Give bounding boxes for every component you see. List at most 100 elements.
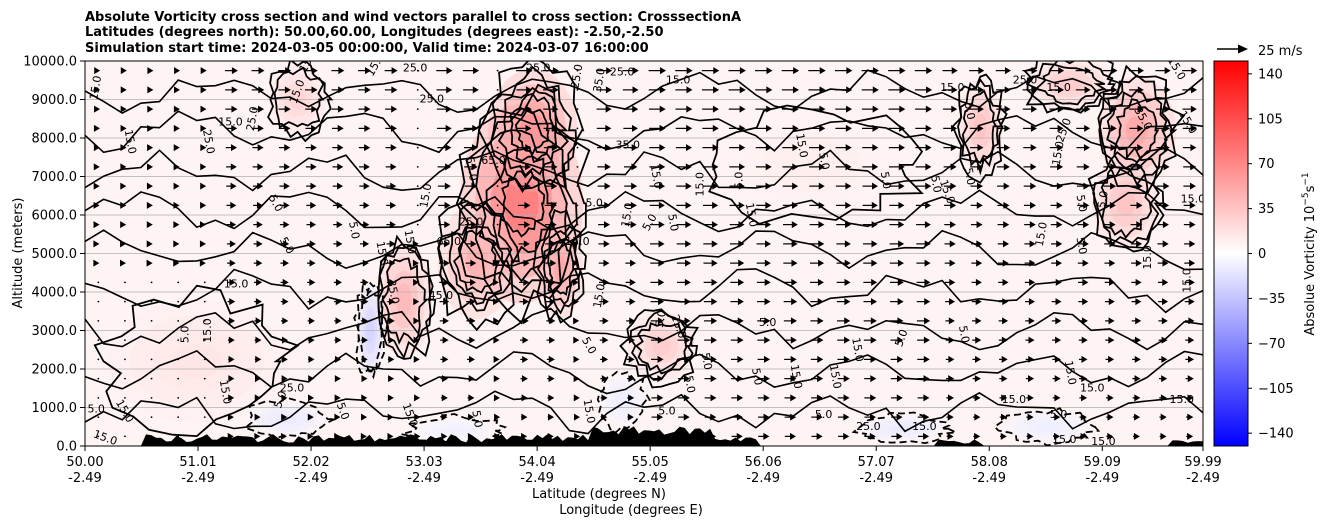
wind-vector [757,355,771,363]
wind-vector [1052,336,1062,344]
wind-vector [678,413,690,421]
wind-vector [728,86,746,94]
wind-vector-dot [496,204,499,207]
wind-vector [864,355,877,363]
wind-vector [1132,413,1141,421]
wind-vector [676,221,692,229]
wind-vector [147,144,154,152]
wind-vector-head [390,201,397,209]
wind-vector-head [843,413,850,421]
wind-vector [439,317,449,325]
wind-vector-head [1134,413,1141,421]
wind-vector-head [525,124,532,132]
wind-vector-head [950,163,957,171]
wind-vector [227,259,236,267]
wind-vector-head [1030,182,1037,190]
wind-vector-head [389,278,396,286]
wind-vector-head [948,336,955,344]
wind-vector-head [413,298,420,306]
contour-line [1098,74,1178,186]
wind-vector [784,375,797,383]
wind-vector [782,201,798,209]
wind-vector [703,317,718,325]
wind-vector-head [413,278,420,286]
wind-vector-head [684,355,691,363]
wind-vector [441,413,448,421]
wind-vector-head [1162,221,1169,229]
wind-vector-head [949,221,956,229]
wind-vector [1183,163,1197,171]
wind-vector [1159,432,1167,440]
wind-vector-head [446,67,453,75]
wind-vector-head [925,105,932,113]
wind-vector [546,336,556,344]
wind-vector [972,355,982,363]
wind-vector [995,67,1011,75]
wind-vector [1025,317,1035,325]
wind-vector [228,355,235,363]
wind-vector-head [414,394,421,402]
wind-vector-head [1107,432,1114,440]
wind-vector [1132,394,1141,402]
wind-vector-head [525,105,532,113]
x-tick-label-lon: -2.49 [859,471,893,486]
contour-label: 5.0 [928,174,944,193]
wind-vector [200,105,207,113]
contour-line [951,73,1008,184]
wind-vector-head [819,144,826,152]
wind-vector-head [950,201,957,209]
wind-vector [334,413,341,421]
wind-vector-dot [177,300,180,303]
wind-vector [413,298,420,306]
wind-vector [493,355,500,363]
wind-vector [730,278,745,286]
wind-vector-head [310,144,317,152]
wind-vector-head [923,394,930,402]
wind-vector [861,67,879,75]
contour-label: 5.0 [87,402,105,415]
wind-vector [1185,355,1194,363]
wind-vector [120,124,127,132]
wind-vector [999,413,1007,421]
wind-vector [334,375,341,383]
contour-line [267,61,334,143]
wind-vector-head [896,432,903,440]
wind-vector-head [174,67,181,75]
contour-label: 5.0 [1074,236,1090,255]
wind-vector-head [683,394,690,402]
wind-vector-head [391,67,398,75]
contour-label: 65.0 [436,235,461,248]
wind-vector [596,124,612,132]
wind-vector [203,281,206,284]
wind-vector [360,298,369,306]
wind-vector [520,394,528,402]
wind-vector [1130,182,1143,190]
wind-vector-head [572,278,579,286]
contour-line [514,108,550,156]
wind-vector [97,300,100,303]
wind-vector-head [844,240,851,248]
wind-vector [93,201,100,209]
terrain [85,426,1203,446]
wind-vector [675,105,693,113]
wind-vector [306,259,316,267]
wind-vector-head [711,221,718,229]
wind-vector [784,394,797,402]
wind-vector-head [413,317,420,325]
wind-vector-head [146,259,153,267]
wind-vector [413,355,420,363]
contour-line [1023,61,1124,114]
wind-vector-head [1109,201,1116,209]
wind-vector [1182,144,1197,152]
wind-vector-dot [150,281,153,284]
wind-vector-head [658,240,665,248]
wind-vector-head [1160,432,1167,440]
wind-vector-head [1162,298,1169,306]
wind-vector [572,298,579,306]
wind-vector-head [657,317,664,325]
colorbar-tick-label: 140 [1258,67,1283,82]
contour-line [377,245,432,360]
wind-vector [306,201,317,209]
y-tick-label: 9000.0 [32,93,78,108]
wind-vector-head [897,336,904,344]
